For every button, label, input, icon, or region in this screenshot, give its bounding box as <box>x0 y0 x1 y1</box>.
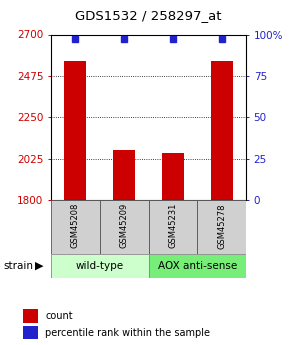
Bar <box>23 326 38 339</box>
Bar <box>162 153 184 200</box>
Bar <box>211 61 232 200</box>
Text: percentile rank within the sample: percentile rank within the sample <box>45 328 210 337</box>
Text: AOX anti-sense: AOX anti-sense <box>158 261 237 270</box>
Text: strain: strain <box>3 261 33 270</box>
Text: count: count <box>45 311 73 321</box>
Bar <box>23 309 38 323</box>
Text: GSM45278: GSM45278 <box>217 203 226 248</box>
Bar <box>100 200 148 254</box>
Bar <box>113 149 135 200</box>
Bar <box>148 200 197 254</box>
Text: GDS1532 / 258297_at: GDS1532 / 258297_at <box>75 9 222 22</box>
Text: GSM45208: GSM45208 <box>71 203 80 248</box>
Text: wild-type: wild-type <box>76 261 124 270</box>
Text: GSM45231: GSM45231 <box>168 203 177 248</box>
Bar <box>148 254 246 278</box>
Bar <box>51 200 100 254</box>
Text: ▶: ▶ <box>35 261 43 270</box>
Bar <box>64 61 86 200</box>
Text: GSM45209: GSM45209 <box>120 203 129 248</box>
Bar <box>197 200 246 254</box>
Bar <box>51 254 148 278</box>
